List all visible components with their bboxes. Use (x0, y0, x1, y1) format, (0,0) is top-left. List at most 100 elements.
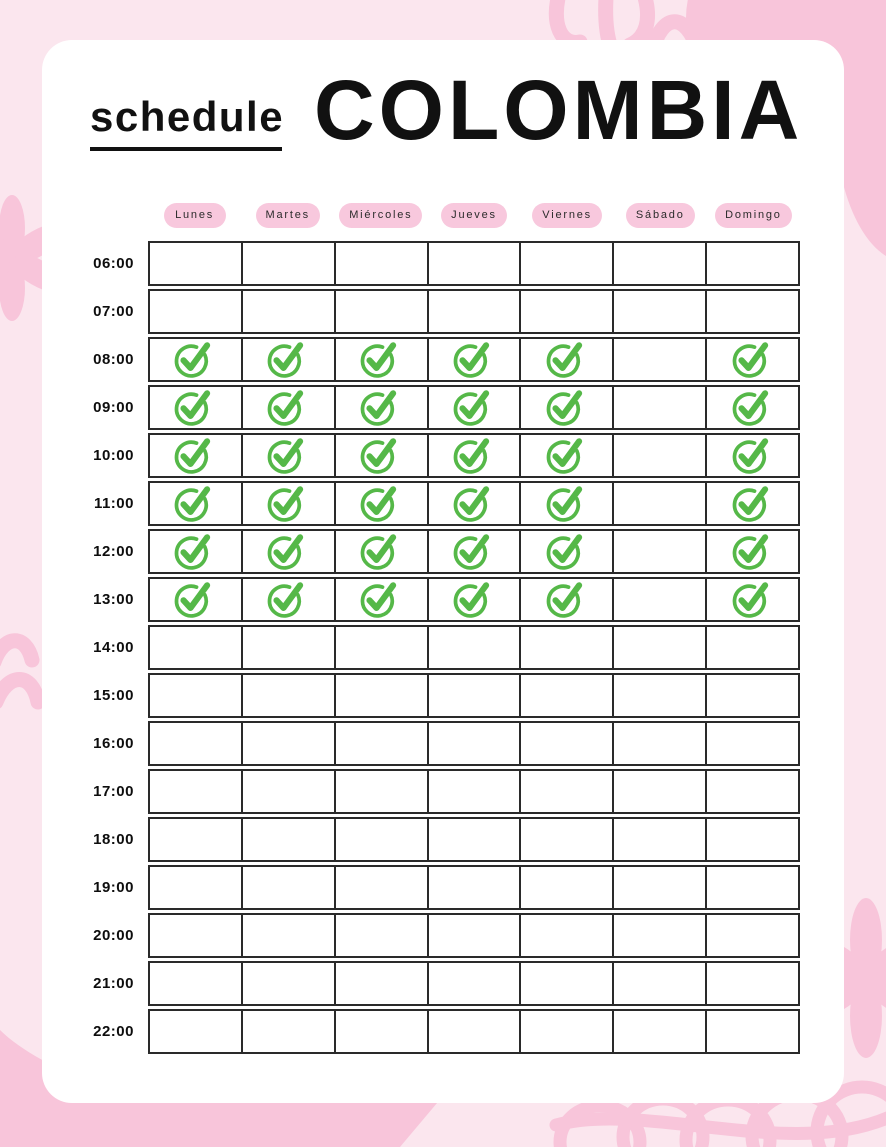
schedule-cell-martes-1200 (243, 531, 336, 572)
schedule-cell-viernes-0600 (521, 243, 615, 284)
row-box (148, 337, 800, 382)
schedule-cell-martes-2100 (243, 963, 336, 1004)
schedule-cell-sabado-1400 (614, 627, 708, 668)
schedule-cell-jueves-1600 (429, 723, 522, 764)
schedule-cell-sabado-2000 (614, 915, 708, 956)
time-label: 15:00 (93, 687, 134, 704)
day-pill-martes: Martes (255, 203, 320, 228)
day-slot: Martes (241, 202, 334, 229)
schedule-cell-miercoles-0900 (336, 387, 429, 428)
schedule-cell-sabado-1800 (614, 819, 708, 860)
time-label: 07:00 (93, 303, 134, 320)
schedule-cell-jueves-0700 (429, 291, 522, 332)
schedule-cell-lunes-1800 (150, 819, 243, 860)
schedule-cell-miercoles-1100 (336, 483, 429, 524)
schedule-cell-lunes-2100 (150, 963, 243, 1004)
schedule-cell-martes-2200 (243, 1011, 336, 1052)
row-box (148, 481, 800, 526)
schedule-cell-lunes-1400 (150, 627, 243, 668)
header: schedule COLOMBIA (42, 40, 844, 210)
schedule-cell-martes-0800 (243, 339, 336, 380)
check-icon (453, 390, 490, 426)
check-icon (732, 342, 768, 378)
check-icon (546, 342, 583, 378)
check-icon (175, 438, 211, 474)
schedule-cell-domingo-2200 (707, 1011, 798, 1052)
schedule-cell-sabado-0800 (614, 339, 708, 380)
schedule-row-0900: 09:00 (93, 385, 800, 430)
row-box (148, 913, 800, 958)
check-icon (267, 390, 304, 426)
schedule-cell-martes-1100 (243, 483, 336, 524)
schedule-row-1600: 16:00 (93, 721, 800, 766)
check-icon (732, 390, 768, 426)
check-icon (175, 534, 211, 570)
time-label: 12:00 (93, 543, 134, 560)
schedule-cell-domingo-0800 (707, 339, 798, 380)
schedule-cell-miercoles-0600 (336, 243, 429, 284)
day-pill-lunes: Lunes (163, 203, 226, 228)
check-icon (732, 582, 768, 618)
check-icon (453, 438, 490, 474)
schedule-cell-martes-1300 (243, 579, 336, 620)
schedule-cell-miercoles-1900 (336, 867, 429, 908)
check-icon (453, 582, 490, 618)
schedule-cell-lunes-1000 (150, 435, 243, 476)
schedule-cell-viernes-0800 (521, 339, 615, 380)
check-icon (360, 390, 397, 426)
schedule-cell-lunes-1600 (150, 723, 243, 764)
schedule-cell-domingo-1500 (707, 675, 798, 716)
schedule-cell-sabado-0700 (614, 291, 708, 332)
check-icon (360, 438, 397, 474)
check-icon (453, 534, 490, 570)
schedule-cell-martes-2000 (243, 915, 336, 956)
schedule-row-1100: 11:00 (94, 481, 800, 526)
schedule-cell-miercoles-2100 (336, 963, 429, 1004)
schedule-row-2100: 21:00 (93, 961, 800, 1006)
schedule-cell-jueves-1400 (429, 627, 522, 668)
schedule-cell-jueves-1900 (429, 867, 522, 908)
schedule-cell-domingo-1200 (707, 531, 798, 572)
decor-scribble-top-1 (548, 0, 588, 50)
schedule-cell-lunes-1500 (150, 675, 243, 716)
schedule-row-1000: 10:00 (93, 433, 800, 478)
schedule-cell-martes-0700 (243, 291, 336, 332)
schedule-cell-jueves-1500 (429, 675, 522, 716)
schedule-cell-lunes-2000 (150, 915, 243, 956)
day-pill-miercoles: Miércoles (339, 203, 423, 228)
schedule-cell-miercoles-2000 (336, 915, 429, 956)
schedule-cell-sabado-1600 (614, 723, 708, 764)
schedule-cell-jueves-2200 (429, 1011, 522, 1052)
schedule-cell-sabado-2100 (614, 963, 708, 1004)
schedule-cell-sabado-1000 (614, 435, 708, 476)
schedule-cell-lunes-0900 (150, 387, 243, 428)
schedule-cell-domingo-1300 (707, 579, 798, 620)
row-box (148, 721, 800, 766)
schedule-cell-sabado-1700 (614, 771, 708, 812)
schedule-cell-viernes-0900 (521, 387, 615, 428)
schedule-cell-lunes-1900 (150, 867, 243, 908)
decor-scribble-top-3 (622, 0, 655, 53)
schedule-cell-martes-1600 (243, 723, 336, 764)
schedule-cell-jueves-2100 (429, 963, 522, 1004)
schedule-row-1500: 15:00 (93, 673, 800, 718)
schedule-cell-viernes-1800 (521, 819, 615, 860)
check-icon (546, 486, 583, 522)
check-icon (360, 486, 397, 522)
schedule-row-0800: 08:00 (93, 337, 800, 382)
check-icon (175, 342, 211, 378)
schedule-cell-miercoles-1800 (336, 819, 429, 860)
schedule-cell-martes-1400 (243, 627, 336, 668)
row-box (148, 433, 800, 478)
schedule-row-1900: 19:00 (93, 865, 800, 910)
check-icon (360, 582, 397, 618)
schedule-cell-lunes-0600 (150, 243, 243, 284)
schedule-cell-miercoles-1200 (336, 531, 429, 572)
schedule-cell-jueves-1300 (429, 579, 522, 620)
schedule-cell-sabado-1200 (614, 531, 708, 572)
schedule-cell-jueves-1200 (429, 531, 522, 572)
check-icon (175, 582, 211, 618)
schedule-cell-jueves-1000 (429, 435, 522, 476)
time-label: 08:00 (93, 351, 134, 368)
row-box (148, 673, 800, 718)
